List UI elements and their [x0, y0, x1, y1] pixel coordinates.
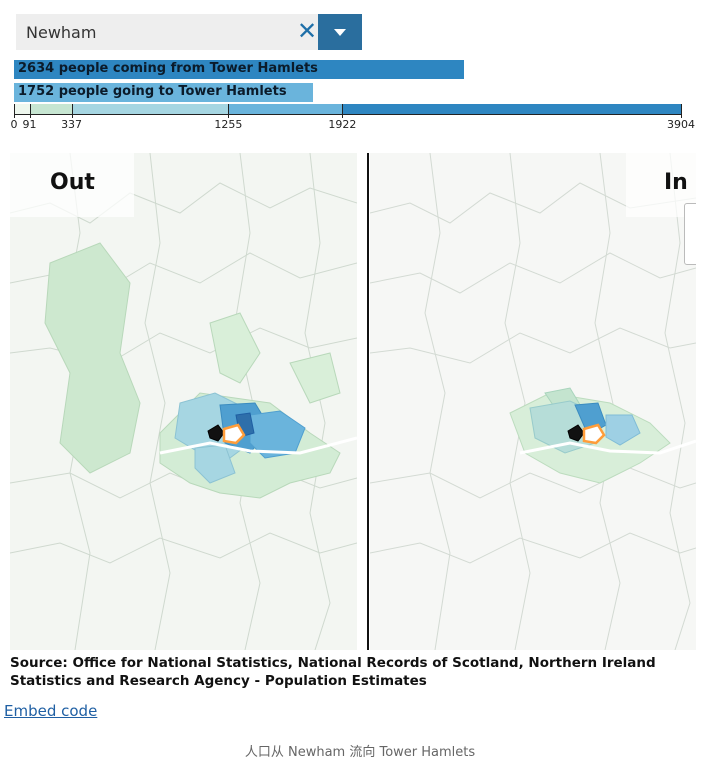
legend-segment — [14, 104, 30, 114]
clear-icon[interactable]: ✕ — [296, 17, 318, 45]
figure-caption: 人口从 Newham 流向 Tower Hamlets — [244, 745, 476, 760]
map-out-label: Out — [10, 153, 134, 217]
legend-tick-label: 1922 — [328, 118, 357, 131]
legend-tick — [228, 104, 230, 118]
map-in-svg — [370, 153, 696, 650]
legend-tick-label: 3904 — [667, 118, 695, 131]
area-select-value[interactable]: Newham — [26, 23, 97, 42]
legend-tick — [29, 104, 31, 118]
map-out-svg — [10, 153, 357, 650]
map-divider — [367, 153, 369, 650]
bar-going-to-label: 1752 people going to Tower Hamlets — [18, 84, 287, 99]
legend-tick — [681, 104, 682, 118]
bar-coming-from: 2634 people coming from Tower Hamlets — [14, 60, 465, 79]
legend-axis — [14, 114, 681, 115]
legend-segment — [29, 104, 72, 114]
map-out[interactable]: Out — [10, 153, 357, 650]
color-legend: 0 91 337 1255 1922 3904 — [10, 102, 695, 142]
legend-segment — [71, 104, 229, 114]
legend-tick-label: 0 — [10, 118, 18, 131]
legend-segment — [228, 104, 343, 114]
embed-code-link[interactable]: Embed code — [4, 702, 98, 720]
area-select[interactable]: Newham — [16, 14, 318, 50]
legend-tick-label: 337 — [61, 118, 83, 131]
source-text: Source: Office for National Statistics, … — [10, 655, 656, 689]
dropdown-button[interactable] — [318, 14, 362, 50]
legend-tick — [342, 104, 344, 118]
legend-tick-label: 91 — [22, 118, 37, 131]
bar-going-to: 1752 people going to Tower Hamlets — [14, 83, 314, 102]
map-in[interactable]: In — [370, 153, 696, 650]
chevron-down-icon — [334, 29, 346, 36]
bar-coming-from-label: 2634 people coming from Tower Hamlets — [18, 61, 318, 76]
legend-tick — [14, 104, 15, 118]
legend-segment — [342, 104, 681, 114]
legend-tick-label: 1255 — [214, 118, 243, 131]
legend-tick — [71, 104, 73, 118]
zoom-control[interactable] — [684, 203, 696, 265]
